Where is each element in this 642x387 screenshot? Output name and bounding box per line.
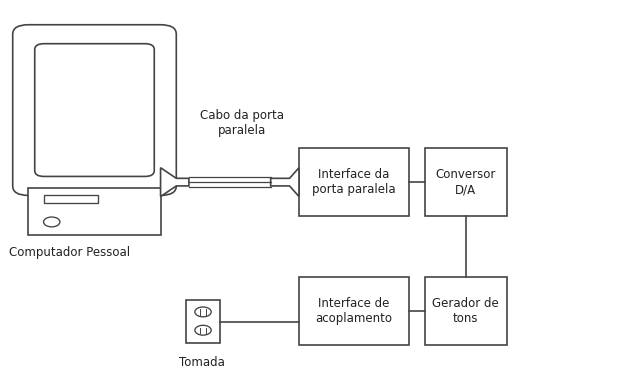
Bar — [186, 300, 220, 343]
Bar — [299, 277, 409, 345]
Bar — [425, 277, 507, 345]
Bar — [299, 148, 409, 216]
Text: Interface da
porta paralela: Interface da porta paralela — [312, 168, 396, 196]
Text: Tomada: Tomada — [178, 356, 225, 369]
Bar — [425, 148, 507, 216]
Bar — [44, 195, 98, 203]
FancyBboxPatch shape — [13, 25, 177, 195]
Text: Conversor
D/A: Conversor D/A — [435, 168, 496, 196]
Text: Interface de
acoplamento: Interface de acoplamento — [315, 297, 392, 325]
Circle shape — [44, 217, 60, 227]
Polygon shape — [271, 168, 299, 197]
Text: Gerador de
tons: Gerador de tons — [432, 297, 499, 325]
Circle shape — [195, 307, 211, 317]
Bar — [28, 188, 160, 235]
Circle shape — [195, 325, 211, 335]
FancyBboxPatch shape — [35, 44, 154, 176]
Polygon shape — [160, 168, 189, 197]
Text: Computador Pessoal: Computador Pessoal — [9, 246, 130, 259]
Text: Cabo da porta
paralela: Cabo da porta paralela — [200, 110, 284, 137]
